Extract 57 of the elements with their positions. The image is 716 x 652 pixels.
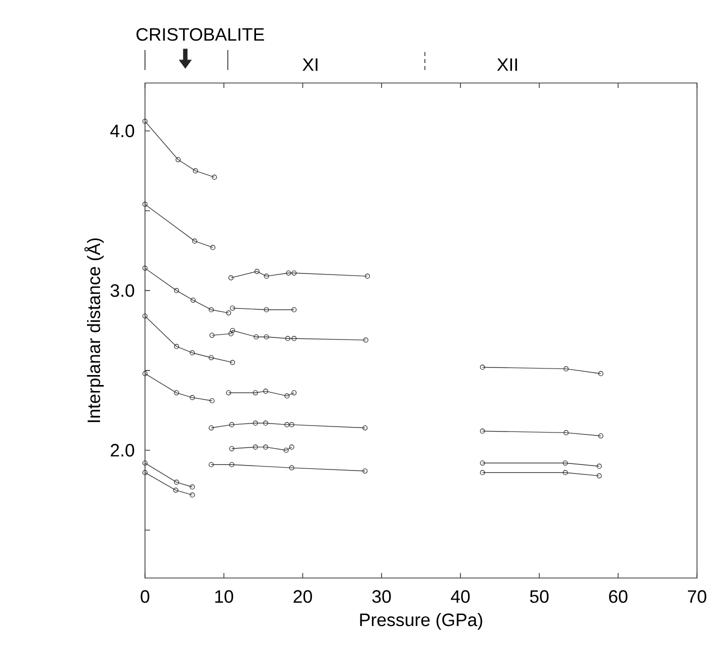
- point: [254, 334, 259, 340]
- y-tick-label: 4.0: [110, 124, 134, 138]
- point: [228, 331, 234, 336]
- point: [562, 460, 568, 466]
- point: [252, 390, 258, 396]
- point: [263, 444, 268, 450]
- text: XII: [497, 58, 517, 71]
- y-tick-label: 2.0: [110, 444, 134, 457]
- point: [190, 298, 196, 303]
- point: [229, 462, 234, 468]
- x-tick-label: 20: [294, 590, 312, 603]
- x-tick-label: 10: [215, 590, 234, 603]
- text: CRISTOBALITE: [136, 28, 264, 41]
- x-tick-label: 30: [372, 590, 391, 603]
- y-axis-title: Interplanar distance (Å): [84, 238, 104, 422]
- point: [564, 430, 569, 436]
- point: [291, 336, 297, 342]
- point: [190, 350, 195, 356]
- x-tick-label: 50: [530, 590, 549, 603]
- point: [286, 270, 292, 276]
- x-tick-label: 40: [450, 590, 470, 603]
- point: [284, 422, 290, 428]
- x-axis-title: Pressure (GPa): [360, 613, 482, 630]
- point: [252, 444, 258, 450]
- point: [190, 395, 195, 400]
- y-tick-label: 3.0: [110, 284, 134, 297]
- point: [173, 488, 178, 493]
- point: [254, 268, 260, 274]
- point: [229, 422, 234, 428]
- point: [289, 465, 294, 470]
- point: [174, 480, 180, 485]
- point: [192, 238, 198, 244]
- point: [208, 307, 214, 312]
- point: [230, 328, 236, 334]
- point: [192, 168, 198, 174]
- point: [174, 288, 180, 294]
- point: [264, 274, 269, 279]
- point: [264, 334, 269, 340]
- x-tick-label: 70: [688, 590, 706, 603]
- point: [285, 336, 290, 342]
- point: [564, 366, 569, 372]
- x-tick-label: 0: [140, 590, 150, 603]
- point: [284, 448, 289, 453]
- point: [284, 393, 290, 399]
- point: [263, 388, 268, 394]
- point: [264, 307, 269, 312]
- text: XI: [302, 58, 318, 71]
- point: [174, 390, 180, 396]
- point: [289, 422, 294, 428]
- x-tick-label: 60: [609, 590, 628, 603]
- point: [263, 420, 268, 426]
- point: [176, 157, 181, 162]
- point: [291, 270, 297, 276]
- point: [208, 355, 214, 360]
- point: [562, 470, 568, 476]
- point: [174, 344, 180, 350]
- point: [252, 420, 258, 426]
